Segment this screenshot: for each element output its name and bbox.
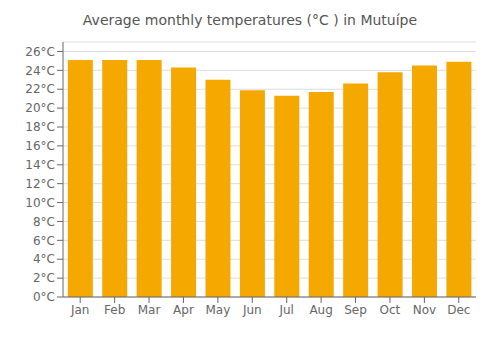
svg-text:24°C: 24°C bbox=[25, 64, 55, 78]
svg-text:8°C: 8°C bbox=[33, 215, 55, 229]
svg-text:2°C: 2°C bbox=[33, 271, 55, 285]
svg-text:Mar: Mar bbox=[138, 303, 161, 317]
html-text:Average monthly temperatures (: Average monthly temperatures (°C ) in Mu… bbox=[82, 12, 418, 28]
svg-text:0°C: 0°C bbox=[33, 290, 55, 304]
svg-text:Jul: Jul bbox=[278, 303, 293, 317]
svg-text:Jan: Jan bbox=[70, 303, 90, 317]
svg-text:May: May bbox=[205, 303, 230, 317]
svg-text:10°C: 10°C bbox=[25, 196, 55, 210]
svg-text:Aug: Aug bbox=[309, 303, 332, 317]
svg-text:Nov: Nov bbox=[413, 303, 436, 317]
svg-text:4°C: 4°C bbox=[33, 252, 55, 266]
svg-text:Feb: Feb bbox=[104, 303, 125, 317]
svg-text:Oct: Oct bbox=[380, 303, 401, 317]
svg-text:6°C: 6°C bbox=[33, 234, 55, 248]
svg-text:20°C: 20°C bbox=[25, 101, 55, 115]
svg-text:Apr: Apr bbox=[173, 303, 194, 317]
svg-text:Sep: Sep bbox=[344, 303, 367, 317]
svg-text:Dec: Dec bbox=[447, 303, 470, 317]
svg-text:Jun: Jun bbox=[242, 303, 262, 317]
svg-text:12°C: 12°C bbox=[25, 177, 55, 191]
svg-text:22°C: 22°C bbox=[25, 82, 55, 96]
svg-text:18°C: 18°C bbox=[25, 120, 55, 134]
svg-text:26°C: 26°C bbox=[25, 45, 55, 59]
svg-text:14°C: 14°C bbox=[25, 158, 55, 172]
svg-text:16°C: 16°C bbox=[25, 139, 55, 153]
